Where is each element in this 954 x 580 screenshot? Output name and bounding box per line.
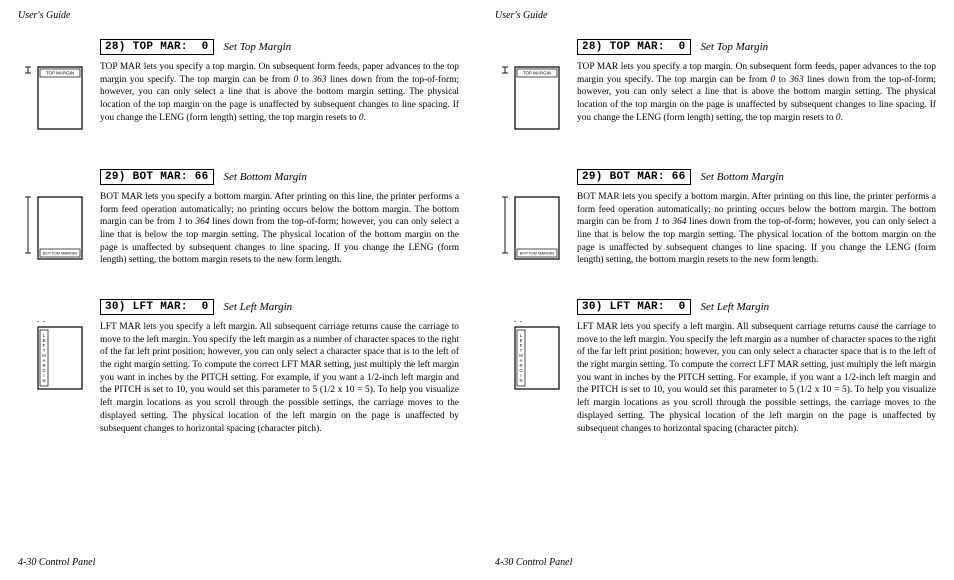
lcd-display: 29) BOT MAR: 66 <box>100 169 214 185</box>
section-body: LFT MAR lets you specify a left margin. … <box>577 321 936 435</box>
section-title-row: 28) TOP MAR: 0 Set Top Margin <box>100 39 459 55</box>
section-1: BOTTOM MARGIN 29) BOT MAR: 66 Set Bottom M… <box>18 169 459 271</box>
section-content: 28) TOP MAR: 0 Set Top Margin TOP MAR lets… <box>577 39 936 141</box>
page-footer: 4-30 Control Panel <box>495 557 572 568</box>
page-header: User's Guide <box>18 10 459 21</box>
section-content: 30) LFT MAR: 0 Set Left Margin LFT MAR let… <box>100 299 459 435</box>
section-content: 29) BOT MAR: 66 Set Bottom Margin BOT MAR … <box>577 169 936 271</box>
svg-text:TOP MARGIN: TOP MARGIN <box>46 71 74 76</box>
margin-diagram-left: LEFTMARGIN <box>18 299 100 435</box>
page-header: User's Guide <box>495 10 936 21</box>
section-subtitle: Set Left Margin <box>701 301 770 313</box>
section-body: BOT MAR lets you specify a bottom margin… <box>577 191 936 267</box>
section-title-row: 30) LFT MAR: 0 Set Left Margin <box>100 299 459 315</box>
margin-diagram-top: TOP MARGIN <box>18 39 100 141</box>
section-subtitle: Set Bottom Margin <box>224 171 307 183</box>
section-body: TOP MAR lets you specify a top margin. O… <box>577 61 936 124</box>
section-2: LEFTMARGIN30) LFT MAR: 0 Set Left Margin L… <box>495 299 936 435</box>
section-content: 28) TOP MAR: 0 Set Top Margin TOP MAR lets… <box>100 39 459 141</box>
lcd-display: 30) LFT MAR: 0 <box>577 299 691 315</box>
page-footer: 4-30 Control Panel <box>18 557 95 568</box>
lcd-display: 30) LFT MAR: 0 <box>100 299 214 315</box>
margin-diagram-bottom: BOTTOM MARGIN <box>18 169 100 271</box>
section-title-row: 30) LFT MAR: 0 Set Left Margin <box>577 299 936 315</box>
svg-text:TOP MARGIN: TOP MARGIN <box>523 71 551 76</box>
section-body: LFT MAR lets you specify a left margin. … <box>100 321 459 435</box>
section-subtitle: Set Top Margin <box>701 41 769 53</box>
lcd-display: 29) BOT MAR: 66 <box>577 169 691 185</box>
svg-text:N: N <box>42 378 45 383</box>
section-1: BOTTOM MARGIN 29) BOT MAR: 66 Set Bottom M… <box>495 169 936 271</box>
margin-diagram-top: TOP MARGIN <box>495 39 577 141</box>
section-body: BOT MAR lets you specify a bottom margin… <box>100 191 459 267</box>
section-title-row: 29) BOT MAR: 66 Set Bottom Margin <box>577 169 936 185</box>
section-title-row: 28) TOP MAR: 0 Set Top Margin <box>577 39 936 55</box>
section-title-row: 29) BOT MAR: 66 Set Bottom Margin <box>100 169 459 185</box>
lcd-display: 28) TOP MAR: 0 <box>577 39 691 55</box>
section-subtitle: Set Left Margin <box>224 301 293 313</box>
section-subtitle: Set Top Margin <box>224 41 292 53</box>
section-content: 29) BOT MAR: 66 Set Bottom Margin BOT MAR … <box>100 169 459 271</box>
section-body: TOP MAR lets you specify a top margin. O… <box>100 61 459 124</box>
margin-diagram-bottom: BOTTOM MARGIN <box>495 169 577 271</box>
svg-text:BOTTOM MARGIN: BOTTOM MARGIN <box>520 251 554 256</box>
page-right: User's Guide TOP MARGIN 28) TOP MAR: 0 Set … <box>477 0 954 580</box>
lcd-display: 28) TOP MAR: 0 <box>100 39 214 55</box>
section-content: 30) LFT MAR: 0 Set Left Margin LFT MAR let… <box>577 299 936 435</box>
margin-diagram-left: LEFTMARGIN <box>495 299 577 435</box>
section-0: TOP MARGIN 28) TOP MAR: 0 Set Top Margin TO… <box>495 39 936 141</box>
section-0: TOP MARGIN 28) TOP MAR: 0 Set Top Margin TO… <box>18 39 459 141</box>
svg-text:BOTTOM MARGIN: BOTTOM MARGIN <box>43 251 77 256</box>
page-left: User's Guide TOP MARGIN 28) TOP MAR: 0 Set … <box>0 0 477 580</box>
svg-text:N: N <box>519 378 522 383</box>
section-subtitle: Set Bottom Margin <box>701 171 784 183</box>
section-2: LEFTMARGIN30) LFT MAR: 0 Set Left Margin L… <box>18 299 459 435</box>
